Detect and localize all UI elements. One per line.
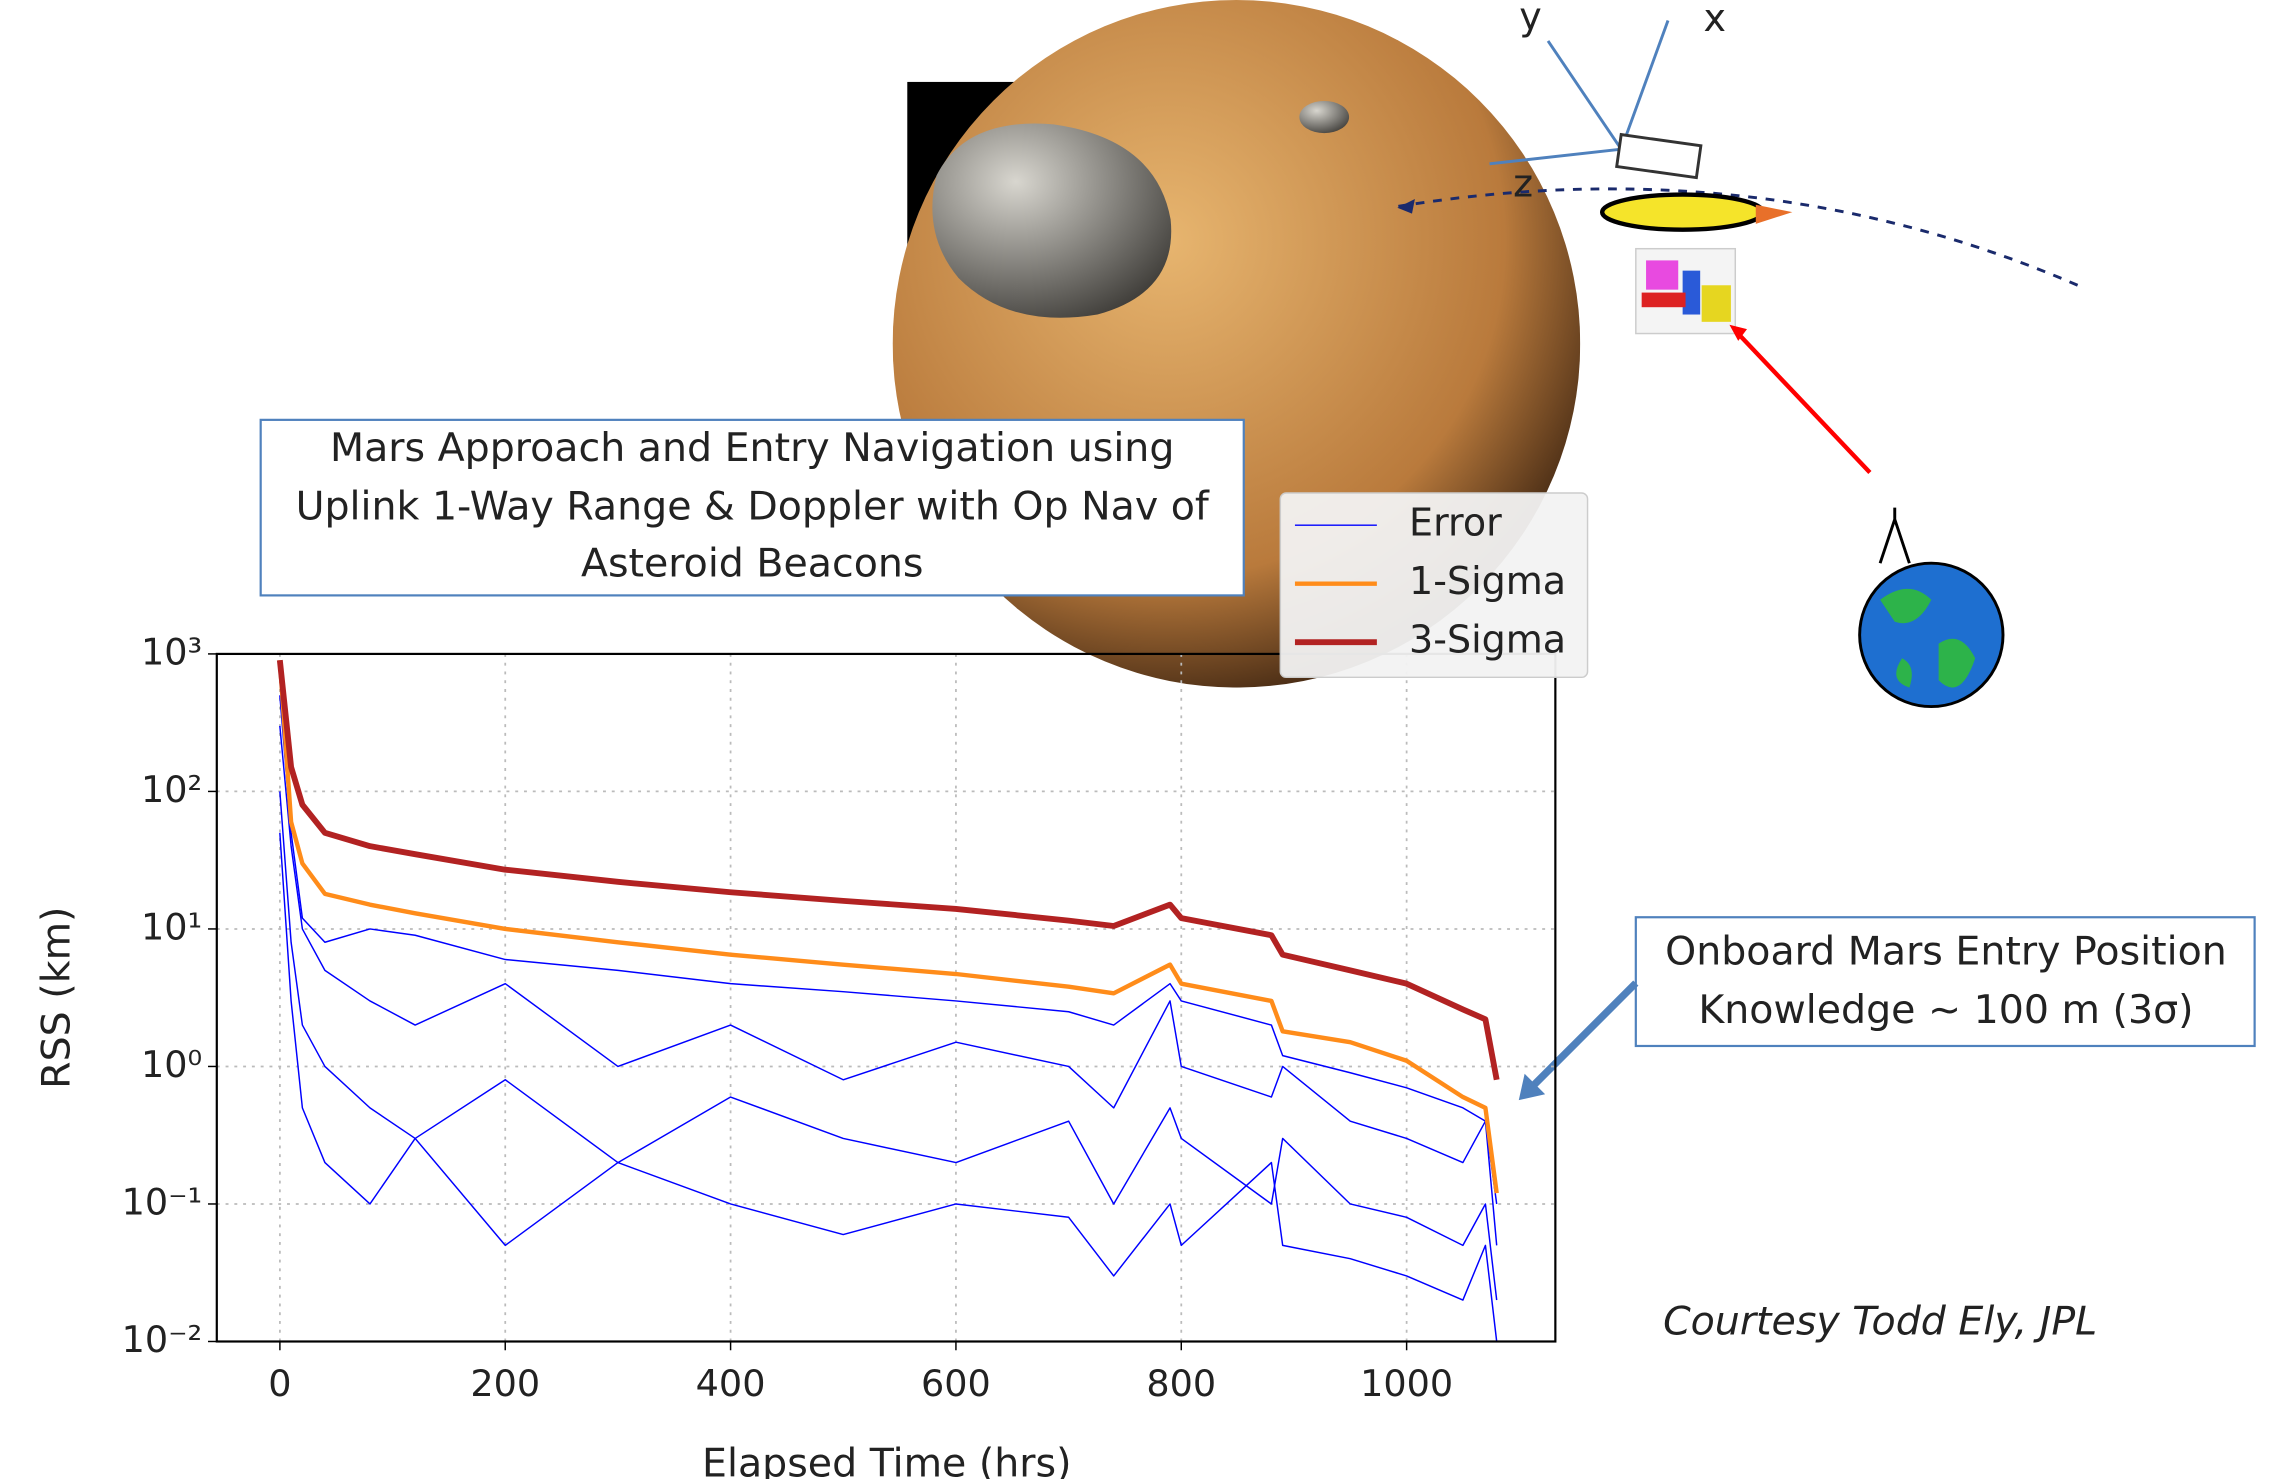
legend-label: 1-Sigma <box>1409 559 1566 603</box>
x-tick-label: 1000 <box>1360 1362 1453 1405</box>
chart-title: Mars Approach and Entry Navigation using <box>330 425 1174 471</box>
plot: 0 200 400 600 800 1000 10⁻² 10⁻¹ 10⁰ 10¹ 10² 10³ <box>122 630 1556 1404</box>
page: y x z Mars Approach and Entry Navigation… <box>0 0 2271 1479</box>
y-tick-label: 10² <box>141 768 202 811</box>
chart-title: Asteroid Beacons <box>581 541 924 587</box>
series-line <box>280 660 1497 1193</box>
x-tick-label: 200 <box>470 1362 540 1405</box>
y-tick-label: 10⁰ <box>141 1043 202 1086</box>
slide: y x z Mars Approach and Entry Navigation… <box>0 0 2271 1479</box>
credit: Courtesy Todd Ely, JPL <box>1663 1298 2097 1344</box>
legend-label: 3-Sigma <box>1409 618 1566 662</box>
axis-letter: y <box>1519 0 1542 39</box>
series-line <box>280 726 1497 1245</box>
x-tick-label: 400 <box>696 1362 766 1405</box>
legend-label: Error <box>1409 501 1502 545</box>
callout-arrow <box>1529 983 1636 1090</box>
x-axis-label: Elapsed Time (hrs) <box>702 1440 1071 1479</box>
x-tick-label: 800 <box>1146 1362 1216 1405</box>
y-tick-label: 10³ <box>141 630 202 673</box>
callout-text: Onboard Mars Entry Position <box>1665 928 2227 974</box>
x-tick-label: 0 <box>268 1362 291 1405</box>
axis-letter: z <box>1513 161 1533 205</box>
series-line <box>280 695 1497 1204</box>
y-tick-label: 10¹ <box>141 905 202 948</box>
x-tick-label: 600 <box>921 1362 991 1405</box>
y-axis-label: RSS (km) <box>33 907 79 1089</box>
axis-letter: x <box>1704 0 1727 40</box>
y-tick-label: 10⁻² <box>122 1318 202 1361</box>
plot-frame <box>217 654 1556 1342</box>
chart-title: Uplink 1-Way Range & Doppler with Op Nav… <box>296 484 1210 530</box>
series-line <box>280 660 1497 1080</box>
series-line <box>280 791 1497 1300</box>
series-line <box>280 833 1497 1342</box>
y-tick-label: 10⁻¹ <box>122 1180 202 1223</box>
callout-text: Knowledge ~ 100 m (3σ) <box>1698 987 2193 1033</box>
